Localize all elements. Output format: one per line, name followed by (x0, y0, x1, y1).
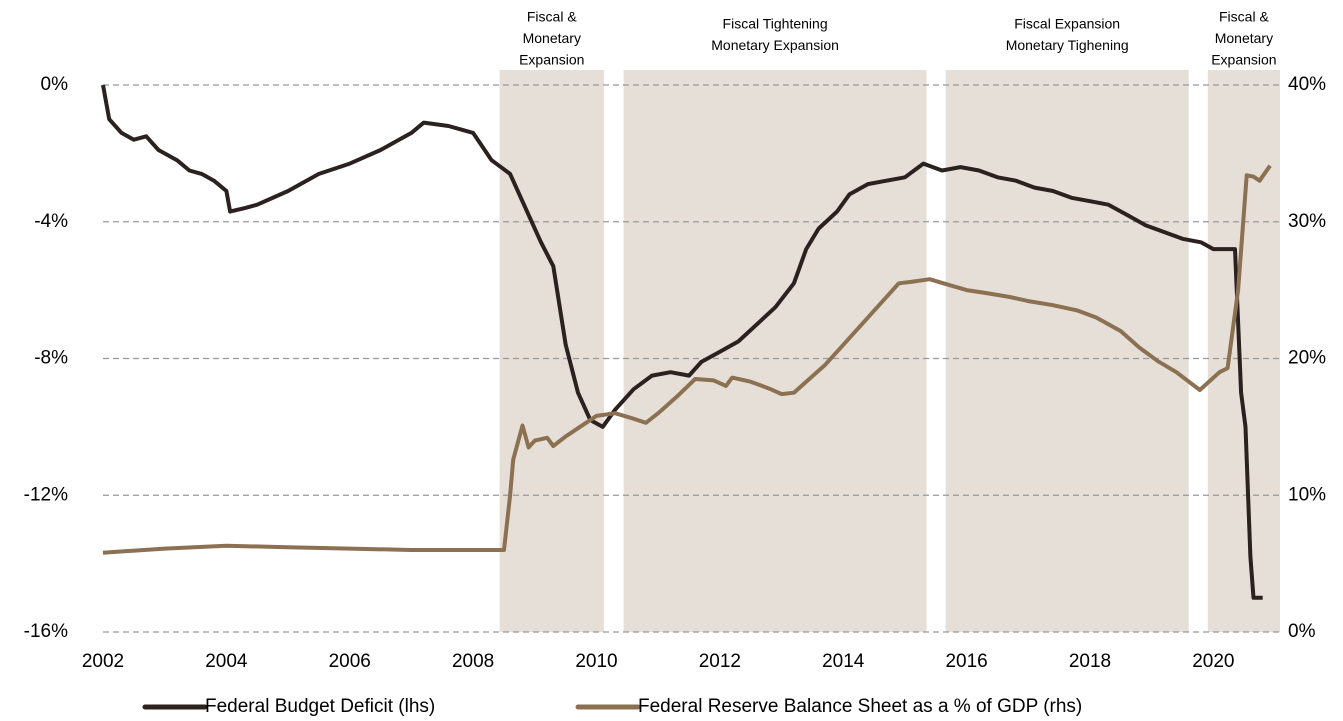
x-tick-label: 2004 (205, 651, 248, 672)
y2-tick-label: 40% (1288, 74, 1326, 95)
period-label: Fiscal Tightening (723, 16, 828, 32)
x-tick-label: 2008 (452, 651, 494, 672)
y2-tick-label: 20% (1288, 348, 1326, 369)
period-label: Fiscal & (1219, 9, 1269, 25)
y2-tick-label: 0% (1288, 621, 1316, 642)
x-tick-label: 2006 (329, 651, 371, 672)
period-label: Monetary Expansion (711, 37, 839, 53)
series-line (102, 164, 1272, 555)
y-tick-label: -16% (24, 621, 68, 642)
shaded-period (499, 70, 604, 632)
x-tick-label: 2002 (82, 651, 124, 672)
shaded-period (623, 70, 927, 632)
legend-label: Federal Budget Deficit (lhs) (205, 696, 435, 717)
shaded-period (1207, 70, 1280, 632)
period-label: Monetary Tighening (1006, 37, 1129, 53)
y-tick-label: -12% (24, 484, 68, 505)
y2-tick-label: 30% (1288, 211, 1326, 232)
period-label: Monetary (523, 30, 581, 46)
y-tick-label: -8% (34, 348, 68, 369)
x-tick-label: 2020 (1192, 651, 1234, 672)
x-tick-label: 2018 (1069, 651, 1111, 672)
x-tick-label: 2012 (699, 651, 741, 672)
y2-tick-label: 10% (1288, 484, 1326, 505)
period-label: Expansion (519, 52, 584, 68)
period-label: Monetary (1215, 30, 1273, 46)
period-label: Fiscal & (527, 9, 577, 25)
y-tick-label: -4% (34, 211, 68, 232)
shaded-period (945, 70, 1189, 632)
series-line (101, 84, 1263, 600)
y-tick-label: 0% (41, 74, 69, 95)
x-tick-label: 2016 (945, 651, 987, 672)
period-label: Expansion (1211, 52, 1276, 68)
x-tick-label: 2014 (822, 651, 865, 672)
legend-label: Federal Reserve Balance Sheet as a % of … (638, 696, 1082, 717)
period-label: Fiscal Expansion (1014, 16, 1120, 32)
x-tick-label: 2010 (575, 651, 617, 672)
